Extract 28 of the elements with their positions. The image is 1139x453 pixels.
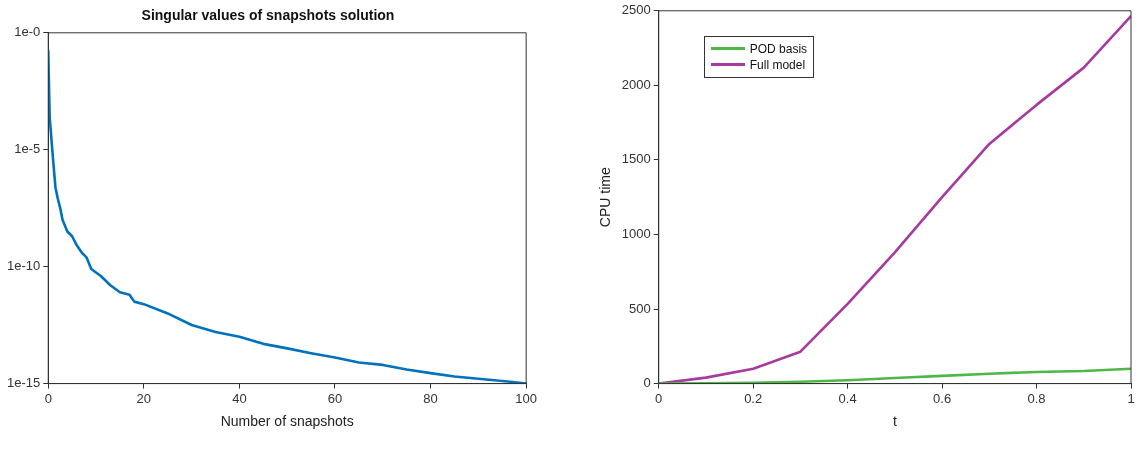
x-tick-label: 0.6: [933, 390, 952, 406]
x-axis-title: t: [892, 413, 897, 430]
y-tick-label: 1e-10: [7, 258, 41, 274]
x-axis-title: Number of snapshots: [220, 413, 354, 430]
x-tick-label: 40: [232, 390, 247, 406]
y-tick-label: 2000: [621, 76, 651, 92]
x-tick-label: 0.8: [1027, 390, 1046, 406]
y-tick-label: 1000: [621, 226, 651, 242]
y-tick-label: 1e-15: [7, 375, 41, 391]
y-tick-label: 1500: [621, 151, 651, 167]
x-tick-label: 60: [327, 390, 343, 406]
y-axis-title: CPU time: [597, 167, 614, 228]
x-tick-label: 80: [423, 390, 438, 406]
x-tick-label: 0.4: [838, 390, 857, 406]
legend-label: POD basis: [749, 41, 808, 56]
x-tick-label: 100: [515, 390, 538, 406]
x-tick-label: 0.2: [744, 390, 763, 406]
y-tick-label: 1e-5: [14, 141, 41, 157]
x-tick-label: 1: [1127, 390, 1135, 406]
x-tick-label: 20: [136, 390, 152, 406]
y-tick-label: 0: [643, 375, 651, 391]
y-tick-label: 500: [629, 300, 651, 316]
y-tick-label: 1e-0: [14, 24, 41, 40]
x-tick-label: 0: [44, 390, 52, 406]
legend-label: Full model: [749, 57, 806, 72]
chart-title: Singular values of snapshots solution: [141, 7, 395, 24]
y-tick-label: 2500: [621, 2, 651, 18]
x-tick-label: 0: [655, 390, 663, 406]
